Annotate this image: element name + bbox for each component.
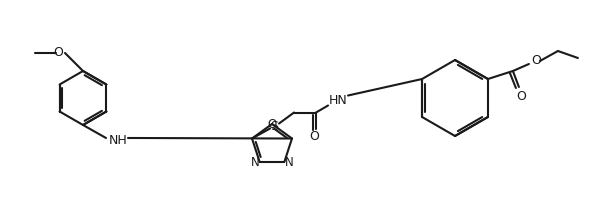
Text: S: S	[270, 120, 278, 133]
Text: N: N	[285, 156, 294, 169]
Text: N: N	[251, 156, 260, 169]
Text: HN: HN	[329, 94, 347, 107]
Text: O: O	[53, 46, 63, 59]
Text: NH: NH	[108, 133, 128, 146]
Text: O: O	[309, 130, 319, 143]
Text: O: O	[516, 89, 526, 102]
Text: O: O	[267, 117, 277, 130]
Text: O: O	[531, 54, 541, 67]
